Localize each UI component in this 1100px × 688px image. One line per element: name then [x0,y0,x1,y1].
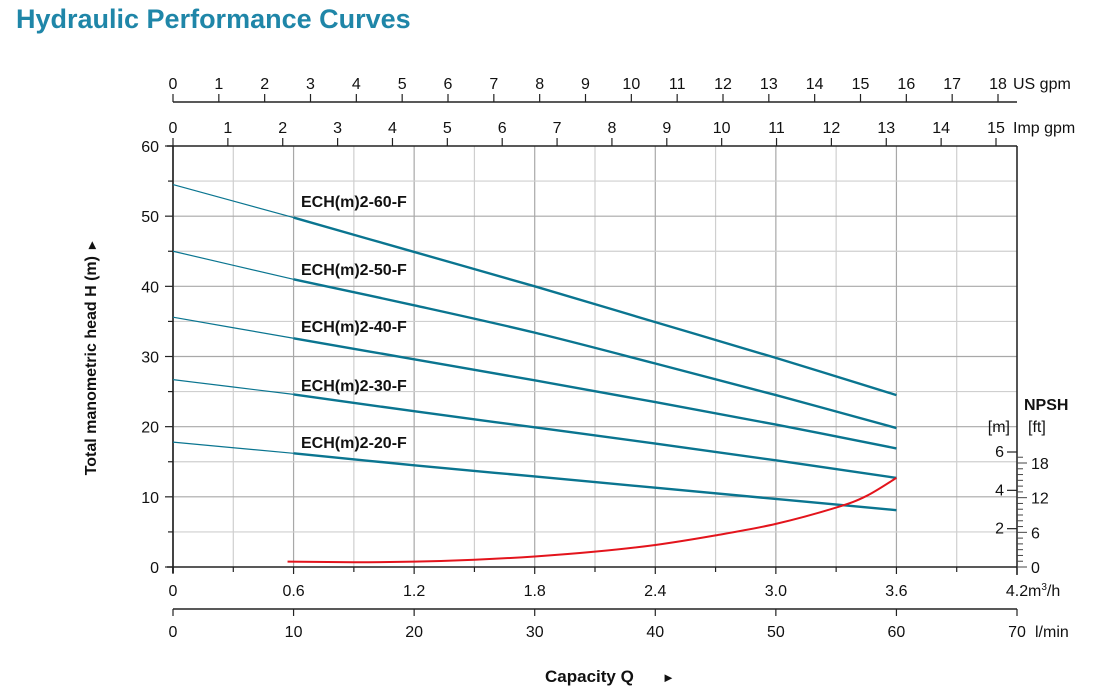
x-tick-label: 3.6 [885,583,907,600]
us-gpm-unit-label: US gpm [1013,76,1071,93]
curve-ech-m-2-30-f-extension [172,379,294,395]
us-gpm-tick-label: 2 [260,76,269,93]
lmin-tick-label: 20 [405,624,423,641]
lmin-tick-label: 40 [646,624,664,641]
npsh-m-tick-label: 6 [995,444,1004,461]
x-tick-label: 1.2 [403,583,425,600]
us-gpm-tick-label: 13 [760,76,778,93]
npsh-m-tick-label: 4 [995,482,1004,499]
y-axis-title: Total manometric head H (m) ► [83,239,100,476]
lmin-tick-label: 70 [1008,624,1026,641]
curves [172,184,897,564]
series-label-ech-m-2-20-f: ECH(m)2-20-F [301,435,407,452]
x-tick-label: 2.4 [644,583,666,600]
page-title: Hydraulic Performance Curves [16,4,411,34]
y-tick-label: 20 [141,420,159,437]
y-tick-label: 0 [150,560,159,577]
us-gpm-tick-label: 15 [852,76,870,93]
curve-ech-m-2-50-f-extension [172,250,294,280]
us-gpm-tick-label: 9 [581,76,590,93]
imp-gpm-tick-label: 6 [498,120,507,137]
x-tick-label: 0.6 [282,583,304,600]
imp-gpm-tick-label: 0 [169,120,178,137]
imp-gpm-tick-label: 10 [713,120,731,137]
y-tick-label: 40 [141,279,159,296]
curve-ech-m-2-20-f-extension [172,441,294,454]
imp-gpm-tick-label: 11 [768,120,785,137]
curve-ech-m-2-20-f [293,452,897,512]
imp-gpm-tick-label: 3 [333,120,342,137]
curve-ech-m-2-60-f-extension [172,184,294,219]
imp-gpm-tick-label: 2 [278,120,287,137]
x-tick-label: 1.8 [524,583,546,600]
npsh-ft-tick-label: 12 [1031,491,1049,508]
us-gpm-tick-label: 7 [489,76,498,93]
us-gpm-tick-label: 11 [669,76,686,93]
y-tick-label: 10 [141,490,159,507]
x-unit-label: m3/h [1028,582,1060,600]
imp-gpm-tick-label: 8 [607,120,616,137]
curve-npsh [287,477,897,564]
curve-ech-m-2-60-f [293,216,897,397]
series-label-ech-m-2-50-f: ECH(m)2-50-F [301,262,407,279]
us-gpm-tick-label: 6 [444,76,453,93]
x-axis-arrow: ► [662,670,675,685]
lmin-tick-label: 10 [285,624,303,641]
lmin-tick-label: 0 [169,624,178,641]
us-gpm-tick-label: 16 [897,76,915,93]
y-tick-label: 30 [141,350,159,367]
lmin-tick-label: 60 [888,624,906,641]
curve-ech-m-2-40-f-extension [172,316,294,339]
us-gpm-tick-label: 18 [989,76,1007,93]
npsh-ft-tick-label: 6 [1031,525,1040,542]
us-gpm-tick-label: 14 [806,76,824,93]
us-gpm-tick-label: 1 [214,76,223,93]
us-gpm-tick-label: 8 [535,76,544,93]
curve-ech-m-2-30-f [293,393,897,480]
series-label-ech-m-2-60-f: ECH(m)2-60-F [301,194,407,211]
y-tick-label: 50 [141,209,159,226]
npsh-ft-tick-label: 18 [1031,456,1049,473]
us-gpm-tick-label: 17 [943,76,961,93]
imp-gpm-tick-label: 14 [932,120,950,137]
x-tick-label: 3.0 [765,583,787,600]
curve-ech-m-2-50-f [293,278,897,430]
us-gpm-tick-label: 0 [169,76,178,93]
lmin-tick-label: 30 [526,624,544,641]
us-gpm-tick-label: 10 [622,76,640,93]
npsh-unit-ft: [ft] [1028,419,1046,436]
npsh-unit-m: [m] [988,419,1010,436]
series-label-ech-m-2-30-f: ECH(m)2-30-F [301,378,407,395]
us-gpm-tick-label: 12 [714,76,732,93]
us-gpm-tick-label: 4 [352,76,361,93]
axes [165,94,1027,616]
x-axis-title: Capacity Q [545,667,634,686]
x-tick-label: 0 [169,583,178,600]
grid [173,146,1018,567]
imp-gpm-tick-label: 9 [662,120,671,137]
series-label-ech-m-2-40-f: ECH(m)2-40-F [301,319,407,336]
npsh-title: NPSH [1024,397,1068,414]
lmin-unit-label: l/min [1035,624,1069,641]
y-tick-label: 60 [141,139,159,156]
npsh-ft-tick-label: 0 [1031,560,1040,577]
us-gpm-tick-label: 3 [306,76,315,93]
imp-gpm-tick-label: 7 [553,120,562,137]
imp-gpm-tick-label: 4 [388,120,397,137]
npsh-m-tick-label: 2 [995,521,1004,538]
imp-gpm-tick-label: 5 [443,120,452,137]
us-gpm-tick-label: 5 [398,76,407,93]
imp-gpm-tick-label: 15 [987,120,1005,137]
x-tick-label: 4.2 [1006,583,1028,600]
curve-ech-m-2-40-f [293,337,897,450]
imp-gpm-tick-label: 12 [823,120,841,137]
imp-gpm-tick-label: 1 [223,120,232,137]
imp-gpm-unit-label: Imp gpm [1013,120,1075,137]
imp-gpm-tick-label: 13 [877,120,895,137]
lmin-tick-label: 50 [767,624,785,641]
